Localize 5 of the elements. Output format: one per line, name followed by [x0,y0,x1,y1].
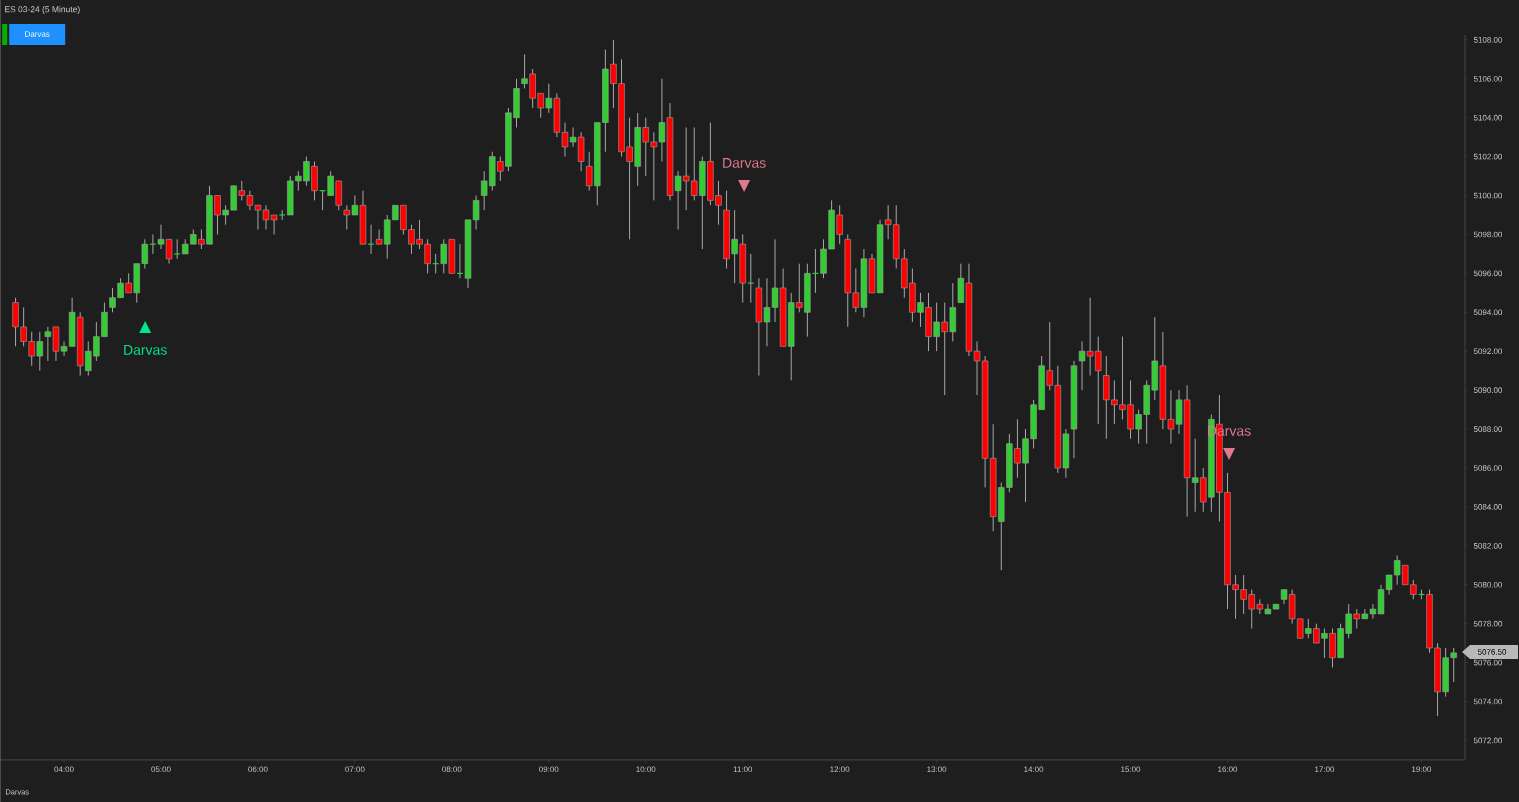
chart-title: ES 03-24 (5 Minute) [5,6,80,14]
candlestick [173,238,181,260]
annotation: Darvas [124,345,167,355]
candlestick [747,253,755,304]
annotation: Darvas [723,158,766,168]
